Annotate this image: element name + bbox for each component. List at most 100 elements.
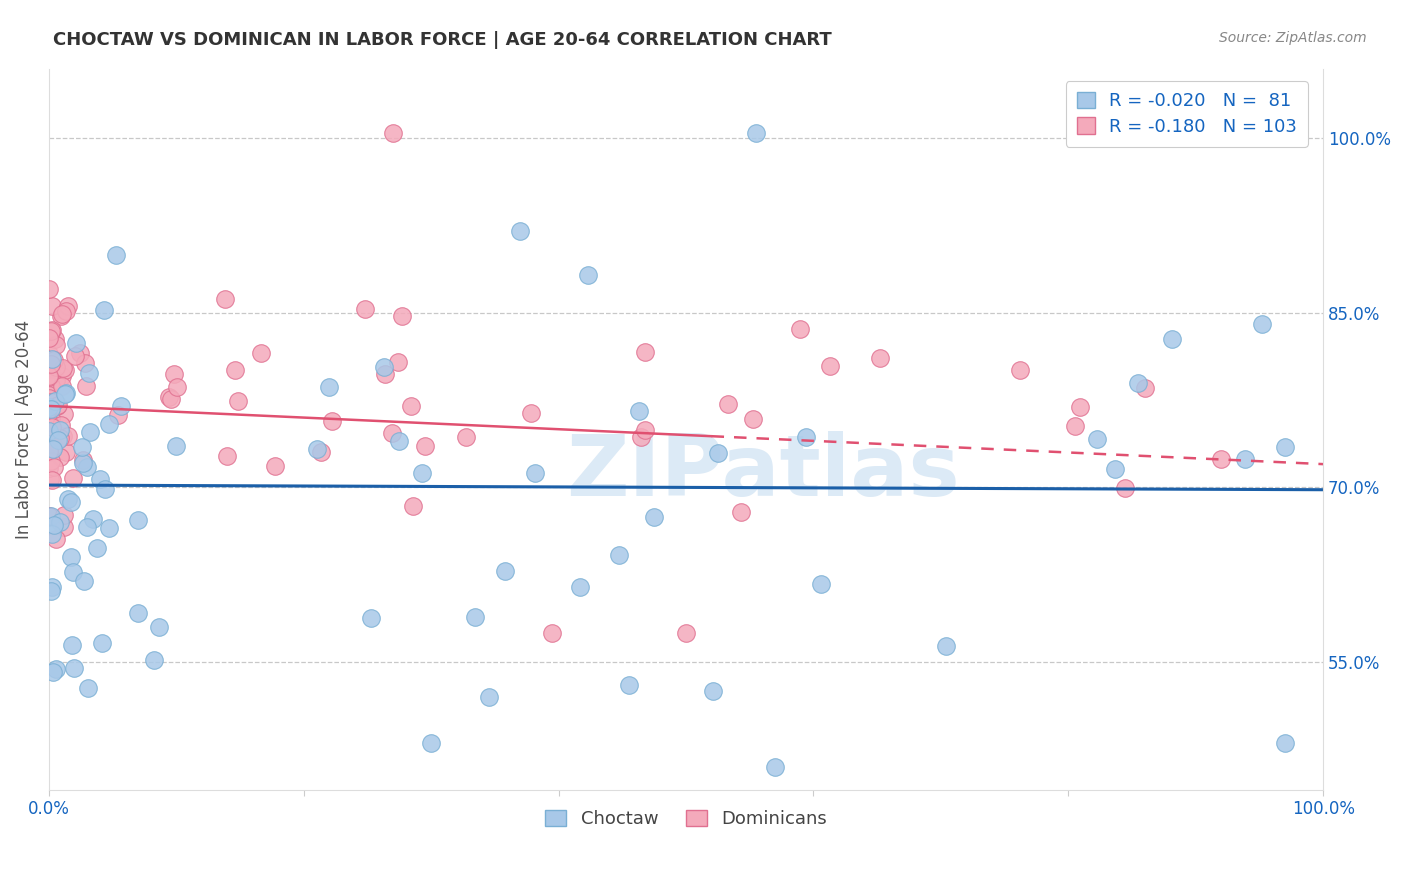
- Point: [51, 368, 73, 383]
- Point: [62, 471, 84, 485]
- Point: [1128, 376, 1150, 390]
- Point: [38, 399, 60, 413]
- Point: [717, 397, 740, 411]
- Point: [509, 224, 531, 238]
- Point: [1114, 481, 1136, 495]
- Point: [56, 429, 79, 443]
- Point: [76, 520, 98, 534]
- Point: [49, 450, 72, 464]
- Point: [381, 425, 404, 440]
- Point: [1085, 433, 1108, 447]
- Point: [214, 293, 236, 307]
- Point: [49, 515, 72, 529]
- Point: [374, 368, 396, 382]
- Point: [127, 606, 149, 620]
- Point: [41, 473, 63, 487]
- Point: [45, 532, 67, 546]
- Point: [76, 460, 98, 475]
- Point: [51, 309, 73, 323]
- Point: [541, 625, 564, 640]
- Point: [477, 690, 499, 704]
- Point: [1008, 362, 1031, 376]
- Point: [387, 355, 409, 369]
- Point: [72, 452, 94, 467]
- Point: [45, 373, 67, 387]
- Point: [454, 430, 477, 444]
- Point: [52, 407, 75, 421]
- Point: [39, 508, 62, 523]
- Point: [38, 358, 60, 372]
- Point: [148, 620, 170, 634]
- Point: [52, 520, 75, 534]
- Point: [250, 346, 273, 360]
- Point: [224, 362, 246, 376]
- Point: [53, 362, 76, 376]
- Point: [321, 414, 343, 428]
- Point: [44, 518, 66, 533]
- Point: [39, 402, 62, 417]
- Point: [104, 248, 127, 262]
- Point: [263, 458, 285, 473]
- Point: [49, 423, 72, 437]
- Point: [60, 550, 83, 565]
- Point: [464, 609, 486, 624]
- Point: [39, 379, 62, 393]
- Point: [38, 392, 60, 406]
- Point: [159, 392, 181, 406]
- Point: [38, 388, 60, 402]
- Text: ZIPatlas: ZIPatlas: [565, 431, 959, 514]
- Point: [1064, 419, 1087, 434]
- Point: [38, 282, 60, 296]
- Point: [39, 359, 62, 374]
- Point: [51, 307, 73, 321]
- Point: [56, 299, 79, 313]
- Point: [38, 347, 60, 361]
- Point: [142, 653, 165, 667]
- Point: [373, 360, 395, 375]
- Point: [52, 508, 75, 522]
- Point: [675, 625, 697, 640]
- Point: [38, 444, 60, 458]
- Point: [76, 681, 98, 695]
- Point: [46, 398, 69, 412]
- Point: [39, 357, 62, 371]
- Point: [49, 431, 72, 445]
- Point: [1274, 440, 1296, 454]
- Point: [794, 430, 817, 444]
- Point: [226, 394, 249, 409]
- Point: [69, 345, 91, 359]
- Point: [157, 391, 180, 405]
- Point: [391, 309, 413, 323]
- Point: [127, 513, 149, 527]
- Point: [60, 495, 83, 509]
- Point: [93, 483, 115, 497]
- Point: [46, 433, 69, 447]
- Point: [82, 511, 104, 525]
- Point: [520, 406, 543, 420]
- Point: [569, 580, 592, 594]
- Point: [810, 577, 832, 591]
- Point: [38, 460, 60, 475]
- Point: [38, 331, 60, 345]
- Point: [399, 399, 422, 413]
- Point: [55, 444, 77, 458]
- Point: [55, 303, 77, 318]
- Point: [1211, 452, 1233, 467]
- Point: [745, 126, 768, 140]
- Point: [935, 640, 957, 654]
- Text: Source: ZipAtlas.com: Source: ZipAtlas.com: [1219, 31, 1367, 45]
- Point: [60, 638, 83, 652]
- Legend: Choctaw, Dominicans: Choctaw, Dominicans: [537, 802, 835, 835]
- Point: [39, 395, 62, 409]
- Point: [86, 541, 108, 555]
- Point: [41, 351, 63, 366]
- Point: [56, 491, 79, 506]
- Point: [578, 268, 600, 282]
- Point: [41, 440, 63, 454]
- Point: [634, 423, 657, 437]
- Point: [39, 445, 62, 459]
- Point: [730, 505, 752, 519]
- Point: [45, 338, 67, 352]
- Point: [318, 380, 340, 394]
- Point: [420, 736, 443, 750]
